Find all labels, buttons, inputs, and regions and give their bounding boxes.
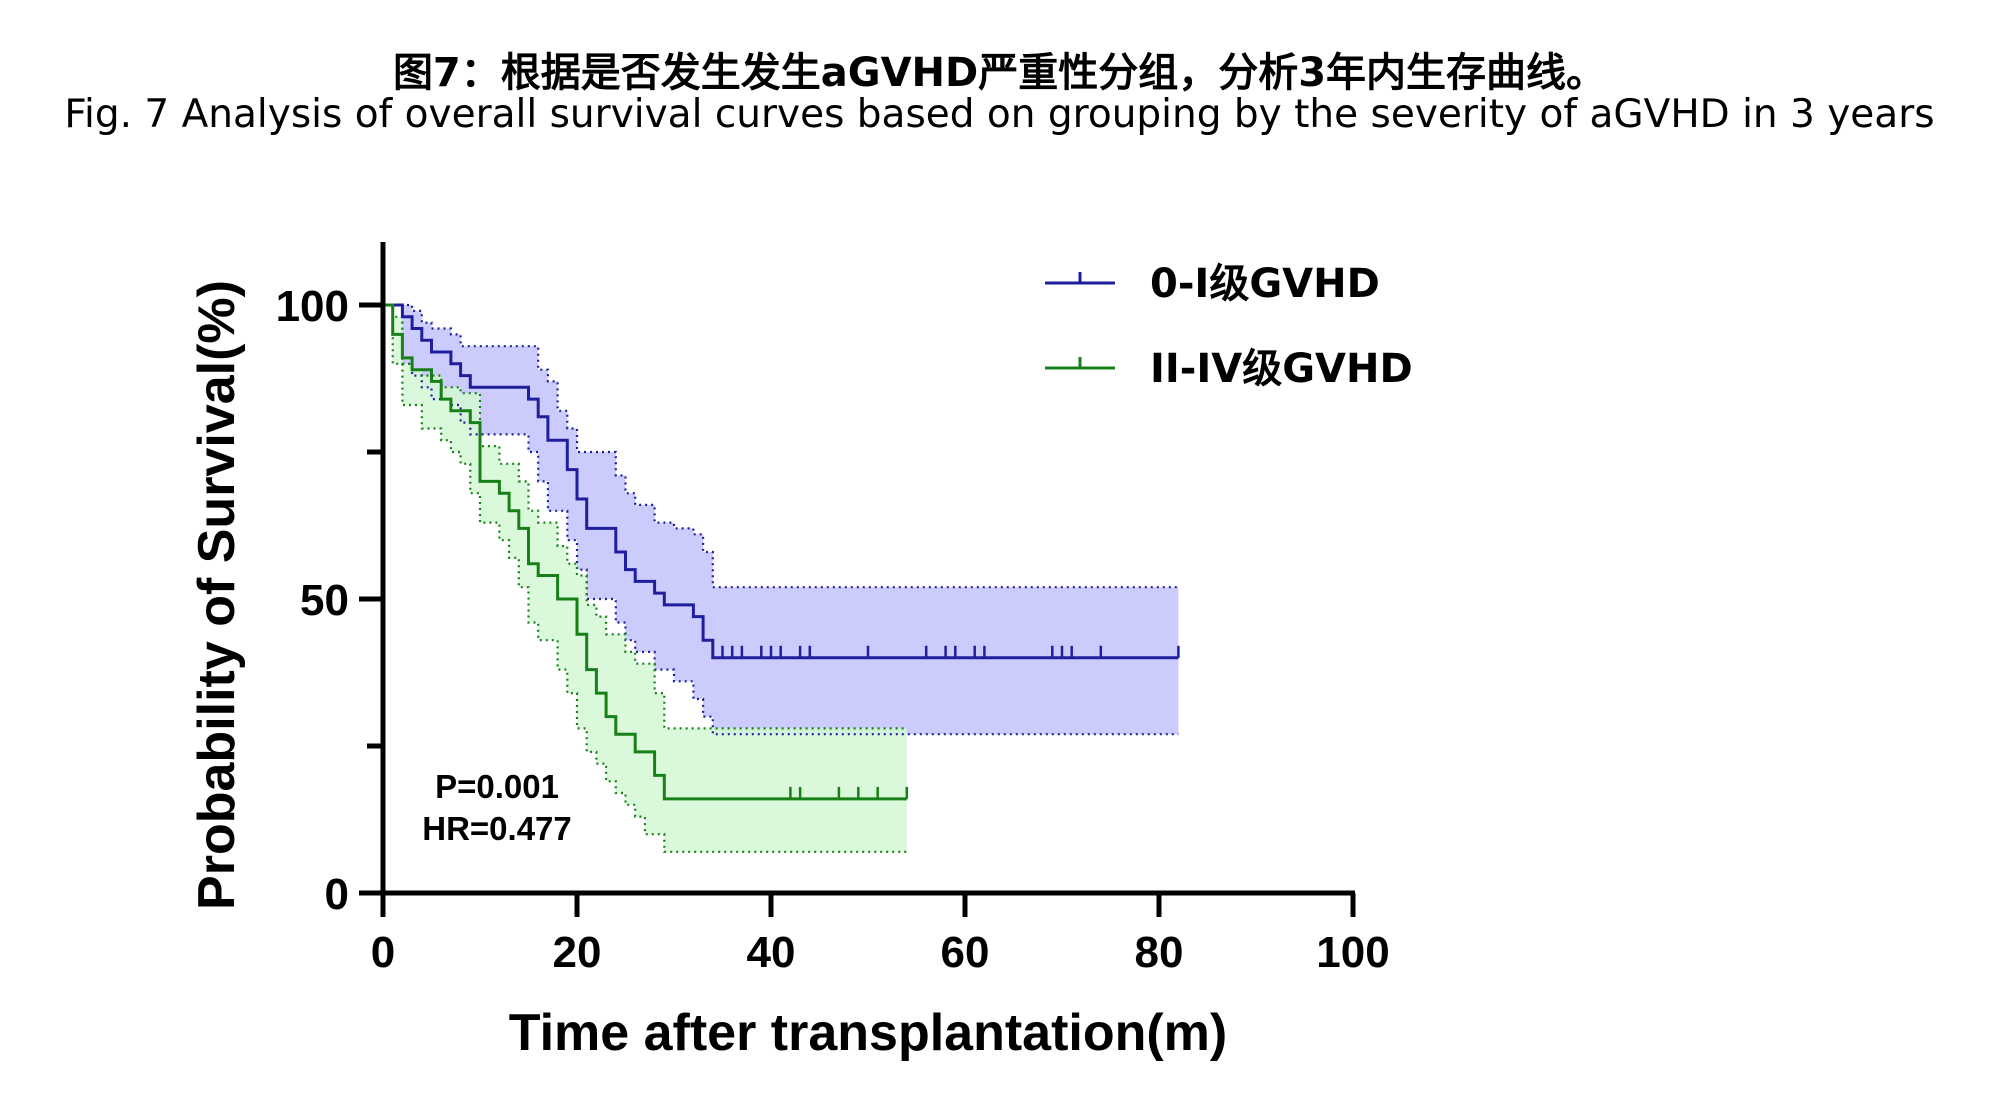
x-axis-title: Time after transplantation(m) xyxy=(509,1004,1227,1062)
legend: 0-I级GVHD II-IV级GVHD xyxy=(1045,261,1413,392)
x-tick-label-60: 60 xyxy=(941,928,990,977)
p-value-label: P=0.001 xyxy=(435,768,559,805)
ci-lower-group-0 xyxy=(383,303,1179,736)
x-tick-label-80: 80 xyxy=(1135,928,1184,977)
axes: 0 20 40 60 80 100 0 50 100 xyxy=(276,242,1390,977)
y-tick-label-100: 100 xyxy=(276,282,349,331)
x-tick-label-100: 100 xyxy=(1316,928,1389,977)
legend-label-group-0: 0-I级GVHD xyxy=(1150,261,1380,307)
x-tick-label-20: 20 xyxy=(553,928,602,977)
hazard-ratio-label: HR=0.477 xyxy=(422,810,572,847)
x-tick-label-40: 40 xyxy=(747,928,796,977)
legend-label-group-1: II-IV级GVHD xyxy=(1150,346,1413,392)
ci-band-group-1 xyxy=(383,305,907,852)
y-axis-title: Probability of Survival(%) xyxy=(188,280,246,910)
figure-title-chinese: 图7：根据是否发生发生aGVHD严重性分组，分析3年内生存曲线。 xyxy=(392,50,1607,96)
survival-line-group-1 xyxy=(383,303,907,801)
ci-band-group-0 xyxy=(383,305,1179,735)
y-tick-label-0: 0 xyxy=(325,870,349,919)
y-tick-label-50: 50 xyxy=(300,576,349,625)
confidence-bands xyxy=(383,305,1179,852)
survival-line-group-0 xyxy=(383,303,1179,660)
x-tick-label-0: 0 xyxy=(371,928,395,977)
survival-curves xyxy=(383,303,1180,853)
figure-title-english: Fig. 7 Analysis of overall survival curv… xyxy=(64,92,1935,137)
